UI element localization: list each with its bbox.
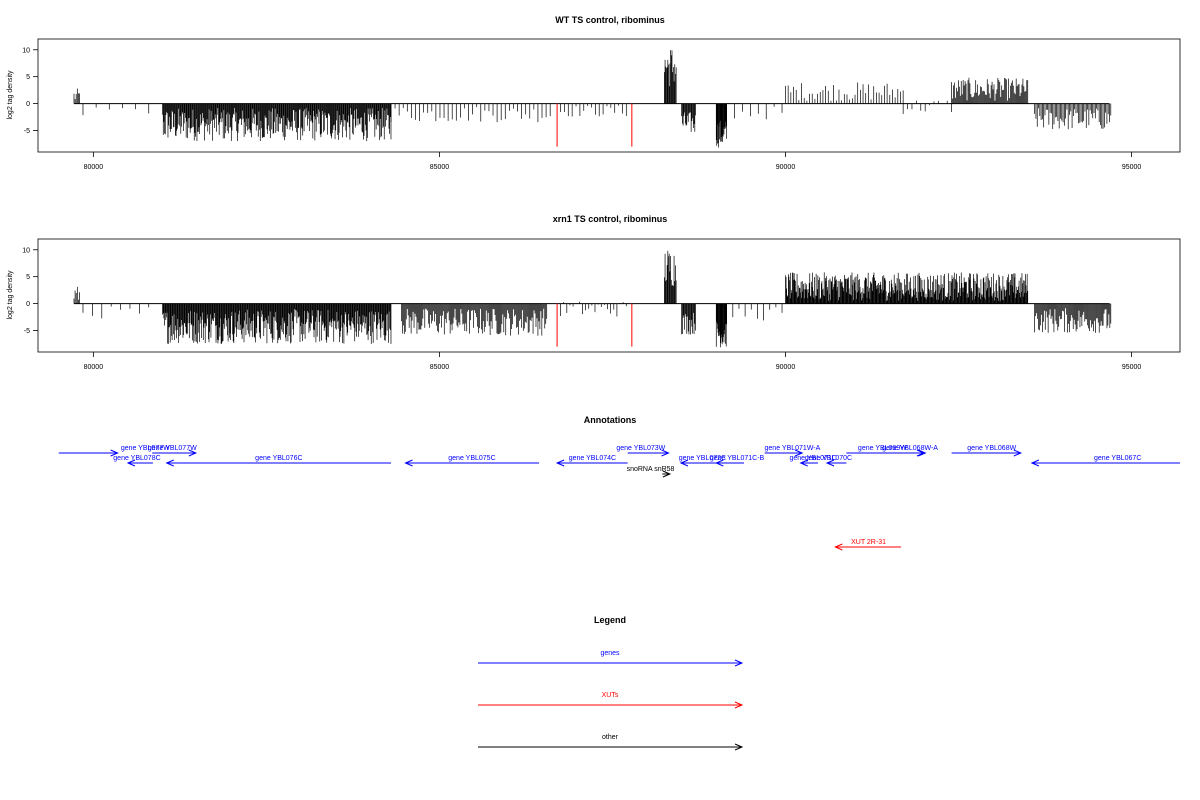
panel-xrn1-title: xrn1 TS control, ribominus — [553, 214, 668, 224]
panel-wt-plot: 80000 85000 90000 95000 10 5 0 -5 — [22, 47, 1141, 171]
arrow-head — [1013, 449, 1023, 457]
x-tick-label: 85000 — [430, 164, 450, 171]
x-tick-label: 85000 — [430, 364, 450, 371]
feature-label: gene YBL071C — [789, 455, 836, 462]
arrow-head — [799, 459, 808, 467]
arrow-head — [679, 459, 689, 467]
feature-label: gene YBL068W — [967, 445, 1016, 452]
feature-label: snoRNA snR58 — [627, 466, 675, 473]
feature-label: gene YBL071W-A — [765, 445, 821, 452]
y-tick-label: 10 — [22, 47, 30, 54]
feature-label: gene YBL077W — [121, 445, 170, 452]
feature-label: gene YBL078C — [113, 455, 160, 462]
panel-xrn1: xrn1 TS control, ribominus log2 tag dens… — [7, 214, 1181, 371]
feature-label: gene YBL071C-B — [710, 455, 765, 462]
x-tick-label: 90000 — [776, 364, 796, 371]
feature-label: gene YBL075C — [448, 455, 495, 462]
legend-panel: Legend genes XUTs other — [478, 615, 744, 751]
x-tick-label: 90000 — [776, 164, 796, 171]
arrow-head — [188, 449, 198, 457]
arrow-head — [734, 701, 744, 709]
feature-label: gene YBL072C — [679, 455, 726, 462]
legend-title: Legend — [594, 615, 626, 625]
panel-xrn1-ylabel: log2 tag density — [7, 270, 14, 320]
x-tick-label: 95000 — [1122, 364, 1142, 371]
panel-wt: WT TS control, ribominus log2 tag densit… — [7, 15, 1181, 171]
x-tick-label: 95000 — [1122, 164, 1142, 171]
feature-label: gene YBL069W — [858, 445, 907, 452]
arrow-head — [404, 459, 413, 467]
panel-wt-title: WT TS control, ribominus — [555, 15, 665, 25]
legend-items: genes XUTs other — [478, 650, 744, 751]
y-tick-label: 5 — [26, 74, 30, 81]
x-tick-label: 80000 — [84, 164, 104, 171]
legend-label: genes — [600, 650, 620, 657]
arrow-head — [794, 449, 804, 457]
feature-label: gene YBL067C — [1094, 455, 1141, 462]
legend-label: other — [602, 734, 619, 741]
arrow-head — [126, 459, 136, 467]
panel-wt-frame — [37, 38, 1181, 153]
arrow-head — [834, 543, 843, 551]
arrow-head — [110, 449, 119, 457]
arrow-head — [165, 459, 174, 467]
arrow-head — [1030, 459, 1040, 467]
feature-label: gene YBL074C — [569, 455, 616, 462]
feature-label: gene YBL068W-A — [882, 445, 938, 452]
y-tick-label: -5 — [24, 128, 30, 135]
legend-label: XUTs — [602, 692, 619, 699]
x-tick-label: 80000 — [84, 364, 104, 371]
y-tick-label: 10 — [22, 247, 30, 254]
feature-label: gene YBL073W — [616, 445, 665, 452]
arrow-head — [734, 659, 744, 667]
arrow-head — [662, 470, 672, 478]
panel-wt-ylabel: log2 tag density — [7, 70, 14, 120]
y-tick-label: 5 — [26, 274, 30, 281]
arrow-head — [715, 459, 724, 467]
panel-xrn1-frame — [37, 238, 1181, 353]
y-tick-label: 0 — [26, 301, 30, 308]
feature-label: gene YBL077W — [148, 445, 197, 452]
arrow-head — [555, 459, 565, 467]
arrow-head — [825, 459, 835, 467]
arrow-head — [661, 449, 670, 457]
y-tick-label: -5 — [24, 328, 30, 335]
arrow-head — [918, 449, 927, 457]
feature-label: gene YBL076C — [255, 455, 302, 462]
annotations-title: Annotations — [584, 415, 637, 425]
arrow-head — [734, 743, 744, 751]
panel-xrn1-plot: 80000 85000 90000 95000 10 5 0 -5 — [22, 247, 1141, 371]
feature-label: gene YBL070C — [805, 455, 852, 462]
feature-label: XUT 2R-31 — [851, 539, 886, 546]
y-tick-label: 0 — [26, 101, 30, 108]
